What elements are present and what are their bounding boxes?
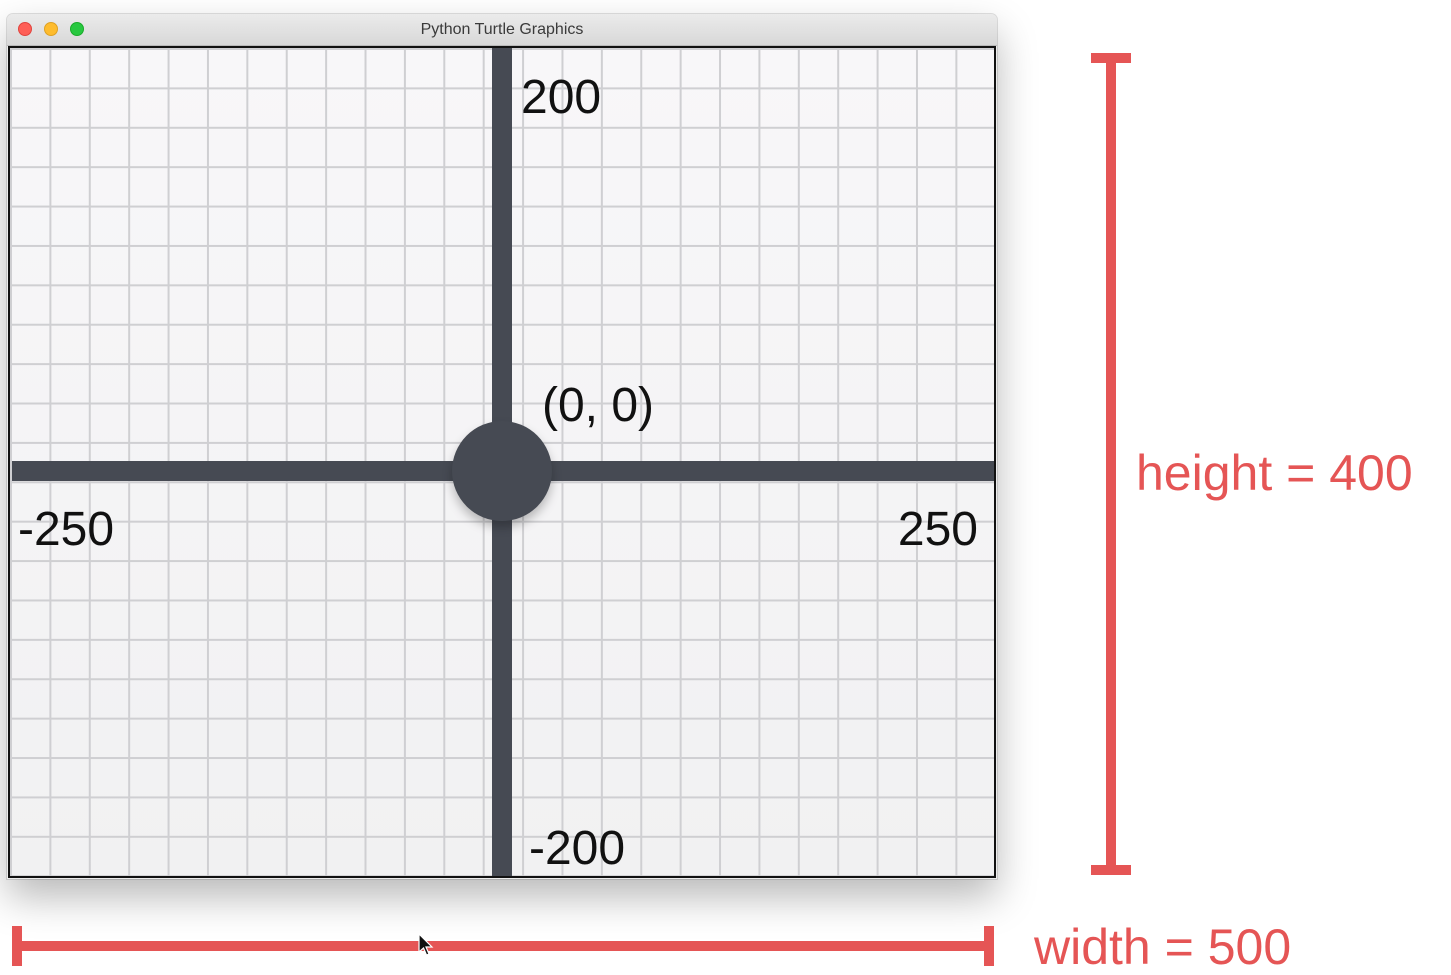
close-icon[interactable] xyxy=(18,22,32,36)
minimize-icon[interactable] xyxy=(44,22,58,36)
x-max-label: 250 xyxy=(897,503,978,556)
height-label: height = 400 xyxy=(1136,445,1413,501)
arrow-cursor-icon xyxy=(418,933,434,956)
width-marker-right-cap xyxy=(984,926,994,966)
x-min-label: -250 xyxy=(18,503,115,556)
maximize-icon[interactable] xyxy=(70,22,84,36)
origin-dot xyxy=(452,421,552,521)
width-label: width = 500 xyxy=(1034,919,1292,975)
height-marker-bar xyxy=(1106,53,1116,875)
origin-label: (0, 0) xyxy=(542,379,655,432)
turtle-canvas[interactable]: 200 (0, 0) -250 250 -200 xyxy=(8,46,996,878)
y-min-label: -200 xyxy=(529,822,626,875)
turtle-window: Python Turtle Graphics 200 (0, 0) -250 2… xyxy=(7,14,997,879)
height-marker-bottom-cap xyxy=(1091,865,1131,875)
window-title: Python Turtle Graphics xyxy=(420,21,584,38)
y-max-label: 200 xyxy=(521,71,602,124)
width-marker-bar xyxy=(12,941,994,951)
title-bar[interactable]: Python Turtle Graphics xyxy=(7,14,997,46)
